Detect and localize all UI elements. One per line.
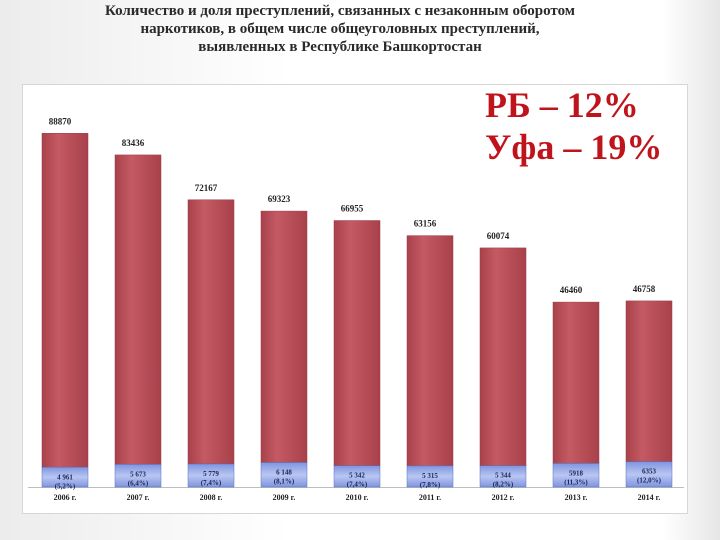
- bar-total-8: [625, 300, 673, 462]
- bar-drug-8: [625, 461, 673, 488]
- drug-label-3: 6 148: [276, 469, 292, 477]
- x-tick-label-5: 2011 г.: [419, 493, 441, 502]
- drug-label-6: 5 344: [495, 472, 511, 480]
- bar-drug-7: [552, 463, 600, 488]
- share-label-7: (11,3%): [564, 478, 588, 486]
- total-label-6: 60074: [487, 231, 510, 241]
- x-tick-label-4: 2010 г.: [346, 493, 369, 502]
- bar-drug-4: [333, 465, 381, 488]
- total-label-3: 69323: [268, 194, 291, 204]
- drug-label-5: 5 315: [422, 472, 438, 480]
- bar-total-7: [552, 301, 600, 464]
- bar-drug-3: [260, 462, 308, 488]
- bar-total-1: [114, 154, 162, 465]
- drug-label-4: 5 342: [349, 472, 365, 480]
- bar-total-6: [479, 247, 527, 466]
- drug-label-8: 6353: [642, 468, 657, 476]
- share-label-0: (5,2%): [55, 482, 76, 490]
- bar-total-2: [187, 199, 235, 465]
- drug-label-1: 5 673: [130, 470, 146, 478]
- x-tick-label-6: 2012 г.: [492, 493, 515, 502]
- share-annotation: РБ – 12% Уфа – 19%: [485, 84, 662, 168]
- share-label-5: (7,8%): [420, 481, 441, 489]
- x-tick-label-1: 2007 г.: [127, 493, 150, 502]
- title-line-3: выявленных в Республике Башкортостан: [198, 39, 482, 55]
- total-label-2: 72167: [195, 183, 218, 193]
- annotation-rb: РБ – 12%: [485, 85, 639, 125]
- share-label-3: (8,1%): [274, 478, 295, 486]
- total-label-5: 63156: [414, 219, 437, 229]
- share-label-8: (12,0%): [637, 477, 662, 485]
- bar-total-4: [333, 220, 381, 466]
- drug-label-0: 4 961: [57, 473, 73, 481]
- title-line-2: наркотиков, в общем числе общеуголовных …: [140, 21, 540, 37]
- bar-total-3: [260, 210, 308, 463]
- x-tick-label-3: 2009 г.: [273, 493, 296, 502]
- total-label-8: 46758: [633, 284, 656, 294]
- total-label-1: 83436: [122, 138, 145, 148]
- x-tick-label-2: 2008 г.: [200, 493, 223, 502]
- bar-drug-6: [479, 465, 527, 488]
- total-label-4: 66955: [341, 204, 364, 214]
- share-label-1: (6,4%): [128, 479, 149, 487]
- share-label-2: (7,4%): [201, 479, 222, 487]
- drug-label-7: 5918: [569, 469, 584, 477]
- total-label-0: 88870: [49, 116, 72, 126]
- bar-drug-1: [114, 464, 162, 488]
- x-tick-label-7: 2013 г.: [565, 493, 588, 502]
- bar-drug-0: [41, 467, 89, 488]
- title-line-1: Количество и доля преступлений, связанны…: [104, 3, 576, 19]
- bar-total-5: [406, 235, 454, 467]
- share-label-6: (8,2%): [493, 481, 514, 489]
- annotation-ufa: Уфа – 19%: [485, 127, 663, 167]
- bar-total-0: [41, 133, 89, 468]
- bar-drug-5: [406, 465, 454, 488]
- x-tick-label-8: 2014 г.: [638, 493, 661, 502]
- drug-label-2: 5 779: [203, 470, 219, 478]
- share-label-4: (7,4%): [347, 481, 368, 489]
- x-tick-label-0: 2006 г.: [54, 493, 77, 502]
- bar-drug-2: [187, 463, 235, 488]
- total-label-7: 46460: [560, 285, 583, 295]
- chart-title: Количество и доля преступлений, связанны…: [0, 2, 680, 56]
